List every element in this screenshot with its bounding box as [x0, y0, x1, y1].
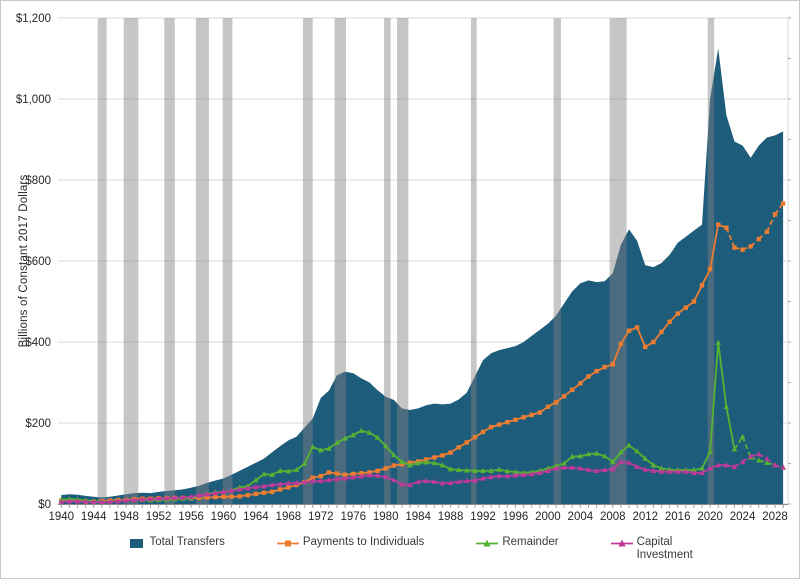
svg-text:1948: 1948: [113, 511, 139, 523]
svg-text:$0: $0: [38, 499, 51, 511]
svg-text:2016: 2016: [665, 511, 691, 523]
legend-swatch-remainder-icon: [476, 539, 499, 547]
svg-text:$1,000: $1,000: [16, 94, 51, 106]
svg-text:$1,200: $1,200: [16, 13, 51, 25]
svg-text:1952: 1952: [146, 511, 172, 523]
svg-text:2008: 2008: [600, 511, 626, 523]
svg-text:1992: 1992: [470, 511, 496, 523]
svg-text:2012: 2012: [632, 511, 658, 523]
svg-text:1944: 1944: [81, 511, 107, 523]
svg-text:$400: $400: [25, 337, 51, 349]
legend-item-capital-investment: Capital Investment: [610, 536, 701, 562]
svg-text:1964: 1964: [243, 511, 269, 523]
svg-text:1960: 1960: [211, 511, 237, 523]
legend-label-remainder: Remainder: [502, 536, 559, 548]
legend-swatch-total-transfers-icon: [130, 539, 144, 548]
svg-text:1996: 1996: [503, 511, 529, 523]
legend-item-remainder: Remainder: [476, 536, 559, 549]
svg-text:$800: $800: [25, 175, 51, 187]
legend-item-total-transfers: Total Transfers: [129, 536, 225, 549]
legend-label-payments-to-individuals: Payments to Individuals: [302, 536, 425, 548]
svg-text:1980: 1980: [373, 511, 399, 523]
svg-text:2020: 2020: [697, 511, 723, 523]
y-axis-title: Billions of Constant 2017 Dollars: [18, 174, 30, 348]
svg-text:1940: 1940: [48, 511, 74, 523]
legend: Total Transfers Payments to Individuals …: [1, 536, 799, 562]
svg-text:2000: 2000: [535, 511, 561, 523]
legend-item-payments-to-individuals: Payments to Individuals: [276, 536, 425, 549]
svg-text:2028: 2028: [762, 511, 788, 523]
legend-swatch-capital-investment-icon: [610, 539, 633, 547]
svg-text:2024: 2024: [730, 511, 756, 523]
svg-text:$200: $200: [25, 418, 51, 430]
svg-text:1972: 1972: [308, 511, 334, 523]
legend-label-total-transfers: Total Transfers: [149, 536, 225, 548]
svg-text:1976: 1976: [340, 511, 366, 523]
svg-text:1956: 1956: [178, 511, 204, 523]
svg-text:1984: 1984: [405, 511, 431, 523]
svg-text:$600: $600: [25, 256, 51, 268]
legend-swatch-payments-icon: [276, 540, 299, 547]
svg-text:1988: 1988: [438, 511, 464, 523]
svg-text:2004: 2004: [568, 511, 594, 523]
svg-text:1968: 1968: [276, 511, 302, 523]
legend-label-capital-investment: Capital Investment: [636, 536, 693, 562]
